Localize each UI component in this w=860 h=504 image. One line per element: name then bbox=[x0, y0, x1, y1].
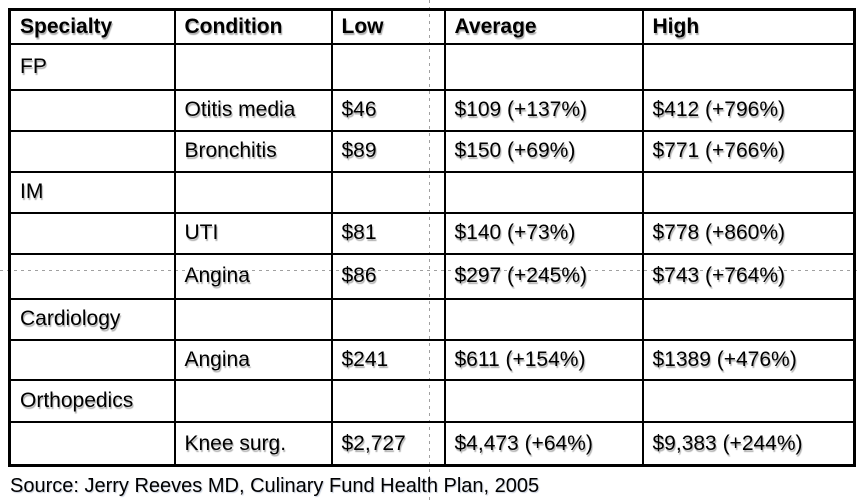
table-row-fp: FP bbox=[8, 42, 856, 91]
cell-condition bbox=[173, 378, 333, 423]
cell-low: $89 bbox=[330, 129, 446, 173]
cell-condition: UTI bbox=[173, 211, 333, 255]
table-row-uti: UTI $81 $140 (+73%) $778 (+860%) bbox=[8, 211, 856, 255]
cell-low: $241 bbox=[330, 338, 446, 381]
source-citation: Source: Jerry Reeves MD, Culinary Fund H… bbox=[10, 475, 540, 497]
specialty-cost-table: Specialty Condition Low Average High FP … bbox=[8, 8, 856, 467]
cell-low bbox=[330, 42, 446, 91]
table-row-bronchitis: Bronchitis $89 $150 (+69%) $771 (+766%) bbox=[8, 129, 856, 173]
cell-condition: Angina bbox=[173, 338, 333, 381]
cell-average: $611 (+154%) bbox=[443, 338, 644, 381]
cell-condition bbox=[173, 42, 333, 91]
cell-specialty bbox=[8, 88, 176, 132]
cell-average: $109 (+137%) bbox=[443, 88, 644, 132]
cell-condition: Angina bbox=[173, 252, 333, 300]
cell-specialty bbox=[8, 252, 176, 300]
column-header-average: Average bbox=[443, 8, 644, 45]
cell-low bbox=[330, 170, 446, 214]
cell-average bbox=[443, 378, 644, 423]
table-header-row: Specialty Condition Low Average High bbox=[8, 8, 856, 45]
cell-high bbox=[641, 170, 856, 214]
cell-high: $778 (+860%) bbox=[641, 211, 856, 255]
cell-high bbox=[641, 378, 856, 423]
cell-specialty: IM bbox=[8, 170, 176, 214]
cell-high: $1389 (+476%) bbox=[641, 338, 856, 381]
table-row-knee-surgery: Knee surg. $2,727 $4,473 (+64%) $9,383 (… bbox=[8, 420, 856, 467]
table-row-im: IM bbox=[8, 170, 856, 214]
cell-specialty: Orthopedics bbox=[8, 378, 176, 423]
table-row-angina-cardiology: Angina $241 $611 (+154%) $1389 (+476%) bbox=[8, 338, 856, 381]
cell-specialty bbox=[8, 338, 176, 381]
cell-high bbox=[641, 42, 856, 91]
cell-low: $46 bbox=[330, 88, 446, 132]
cell-low: $81 bbox=[330, 211, 446, 255]
cell-average: $140 (+73%) bbox=[443, 211, 644, 255]
cell-condition: Knee surg. bbox=[173, 420, 333, 467]
column-header-specialty: Specialty bbox=[8, 8, 176, 45]
cell-condition bbox=[173, 170, 333, 214]
cell-specialty: FP bbox=[8, 42, 176, 91]
cell-average: $4,473 (+64%) bbox=[443, 420, 644, 467]
cell-specialty bbox=[8, 211, 176, 255]
cell-low bbox=[330, 378, 446, 423]
table-row-otitis-media: Otitis media $46 $109 (+137%) $412 (+796… bbox=[8, 88, 856, 132]
cell-specialty bbox=[8, 420, 176, 467]
table-row-cardiology: Cardiology bbox=[8, 297, 856, 341]
cell-average bbox=[443, 297, 644, 341]
cell-average bbox=[443, 42, 644, 91]
cell-condition: Otitis media bbox=[173, 88, 333, 132]
cell-high: $9,383 (+244%) bbox=[641, 420, 856, 467]
column-header-condition: Condition bbox=[173, 8, 333, 45]
cell-high: $743 (+764%) bbox=[641, 252, 856, 300]
cell-average: $150 (+69%) bbox=[443, 129, 644, 173]
cell-high bbox=[641, 297, 856, 341]
table-row-angina-im: Angina $86 $297 (+245%) $743 (+764%) bbox=[8, 252, 856, 300]
cell-low: $86 bbox=[330, 252, 446, 300]
column-header-high: High bbox=[641, 8, 856, 45]
cell-average bbox=[443, 170, 644, 214]
cell-low bbox=[330, 297, 446, 341]
cell-average: $297 (+245%) bbox=[443, 252, 644, 300]
cell-specialty bbox=[8, 129, 176, 173]
cell-specialty: Cardiology bbox=[8, 297, 176, 341]
cell-high: $771 (+766%) bbox=[641, 129, 856, 173]
table-row-orthopedics: Orthopedics bbox=[8, 378, 856, 423]
cell-low: $2,727 bbox=[330, 420, 446, 467]
column-header-low: Low bbox=[330, 8, 446, 45]
cell-condition: Bronchitis bbox=[173, 129, 333, 173]
cell-high: $412 (+796%) bbox=[641, 88, 856, 132]
cell-condition bbox=[173, 297, 333, 341]
